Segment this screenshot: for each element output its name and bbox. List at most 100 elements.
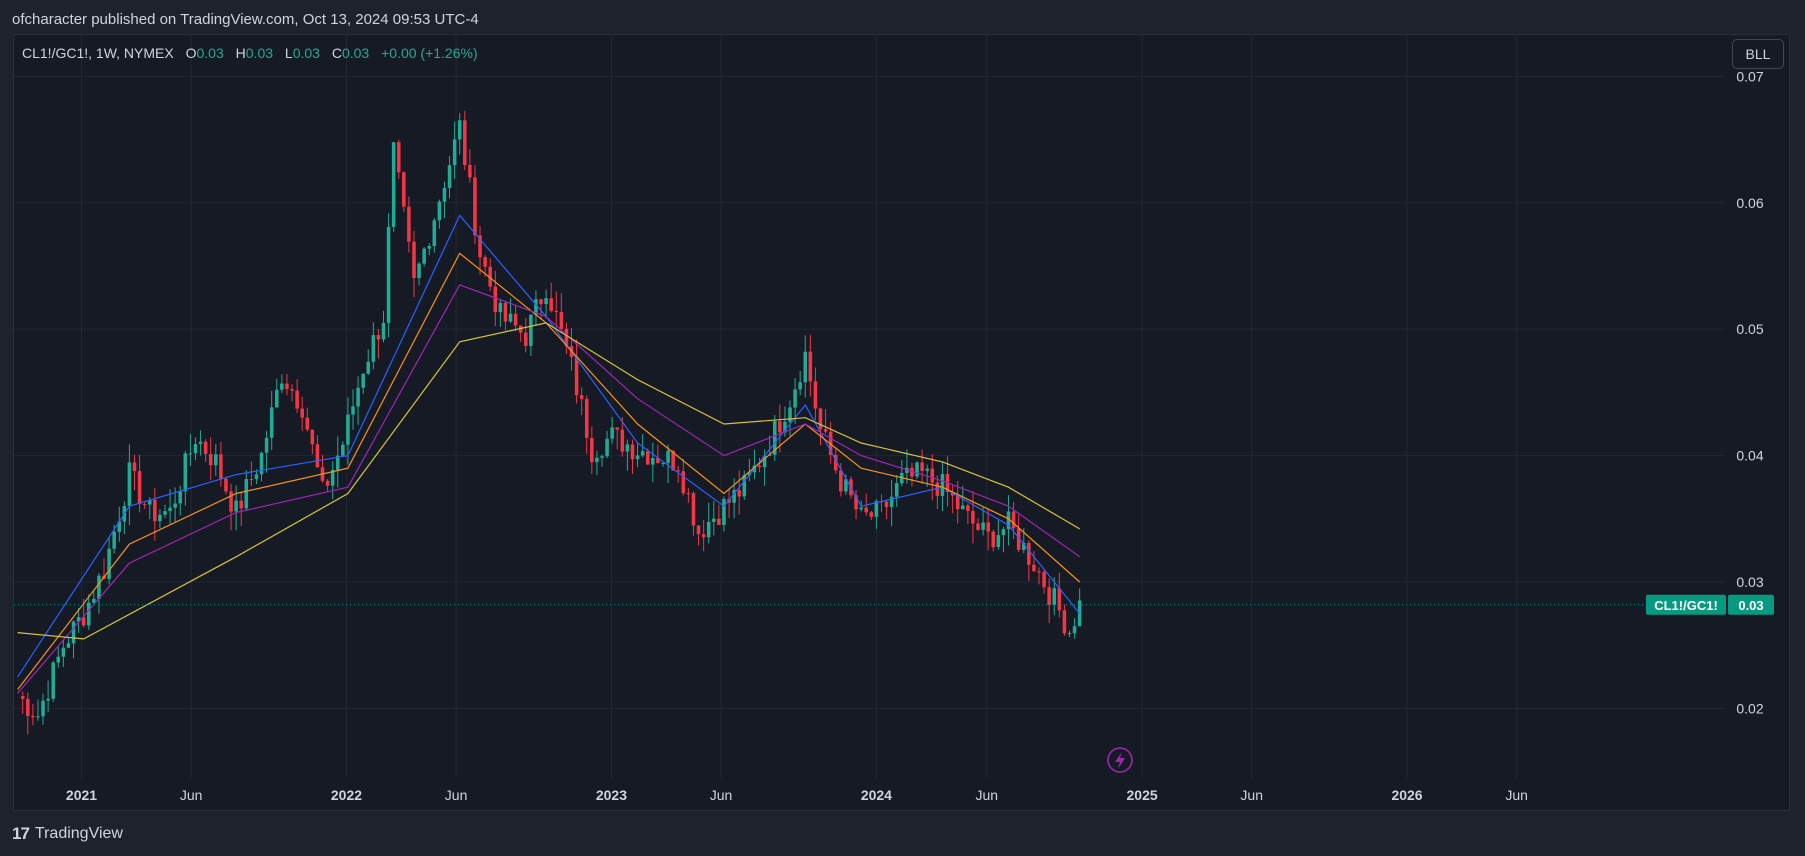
y-tick-label: 0.05 [1736,321,1763,337]
candle-body [335,455,340,470]
candle-body [498,302,503,313]
candle-body [706,521,711,538]
candle-body [818,408,823,430]
candle-body [839,470,843,492]
candle-body [884,501,889,507]
candle-body [1042,571,1046,588]
candle-body [976,523,980,530]
candle-body [717,518,721,525]
x-tick-label: 2021 [66,787,97,803]
candle-body [46,698,50,701]
candle-body [341,444,345,456]
legend-low-label: L [284,45,293,61]
candle-body [889,496,894,507]
candle-body [722,499,726,525]
candle-body [981,522,985,530]
candle-body [234,500,238,512]
candle-body [351,406,355,415]
x-tick-label: Jun [180,787,203,803]
candle-body [468,164,472,178]
x-tick-label: Jun [975,787,998,803]
y-tick-label: 0.07 [1736,68,1763,84]
candle-body [493,286,498,313]
candle-body [549,298,553,311]
candle-body [595,457,599,463]
top-bar: ofcharacter published on TradingView.com… [0,0,1805,34]
candle-body [503,302,508,322]
candle-body [178,491,183,504]
scale-mode-button[interactable]: BLL [1732,39,1784,69]
candle-body [833,454,838,471]
candle-body [584,399,589,438]
candle-body [153,499,157,522]
candle-body [630,444,635,460]
candle-body [605,438,609,457]
candle-body [813,381,818,409]
candle-body [142,504,147,506]
candle-body [158,514,162,522]
y-tick-label: 0.03 [1736,574,1763,590]
candle-body [783,421,787,433]
candle-body [778,421,782,433]
candle-body [610,427,614,439]
candle-body [930,468,935,483]
candle-body [407,206,411,242]
candle-body [208,454,213,466]
candle-body [1057,588,1062,611]
candle-body [325,480,330,486]
candle-body [615,427,620,430]
candle-body [894,483,899,497]
chart-pane[interactable] [13,34,1790,811]
candle-body [61,647,66,657]
candle-body [51,662,55,699]
x-tick-label: Jun [710,787,733,803]
candle-body [559,312,564,329]
candle-body [508,313,513,322]
candle-body [1027,542,1031,565]
candle-body [330,469,335,486]
candle-body [219,454,223,479]
candle-body [300,408,304,418]
candle-body [107,548,111,579]
candle-body [1006,511,1011,530]
candle-body [991,531,996,548]
candle-body [280,383,284,390]
x-tick-label: Jun [445,787,468,803]
legend-change: +0.00 (+1.26%) [381,45,478,61]
candle-body [696,525,701,535]
tradingview-logo-icon: 17 [12,824,30,843]
candle-body [183,453,188,492]
candle-body [808,351,813,382]
candle-body [635,455,640,460]
candle-body [925,468,929,471]
candle-body [371,335,376,362]
candle-body [71,621,76,644]
candle-body [391,142,396,227]
candle-body [457,120,462,140]
candle-body [356,387,360,407]
candle-body [1072,626,1077,634]
candle-body [66,643,71,648]
candle-body [661,462,665,464]
candle-body [955,495,960,510]
candle-body [656,458,660,464]
x-tick-label: 2022 [331,787,362,803]
candle-body [488,266,492,287]
moving-average-line [17,214,1081,678]
candle-body [915,462,919,477]
candle-body [290,389,294,391]
candle-body [137,470,142,505]
candle-body [41,700,45,717]
candle-body [1047,587,1051,605]
candle-body [666,450,670,463]
x-tick-label: Jun [1240,787,1263,803]
candle-body [681,471,686,494]
candle-body [920,462,924,471]
x-tick-label: 2025 [1127,787,1158,803]
candle-body [701,534,706,538]
candle-body [686,493,691,495]
y-tick-label: 0.02 [1736,700,1763,716]
candle-body [447,165,452,188]
candle-body [76,617,81,622]
